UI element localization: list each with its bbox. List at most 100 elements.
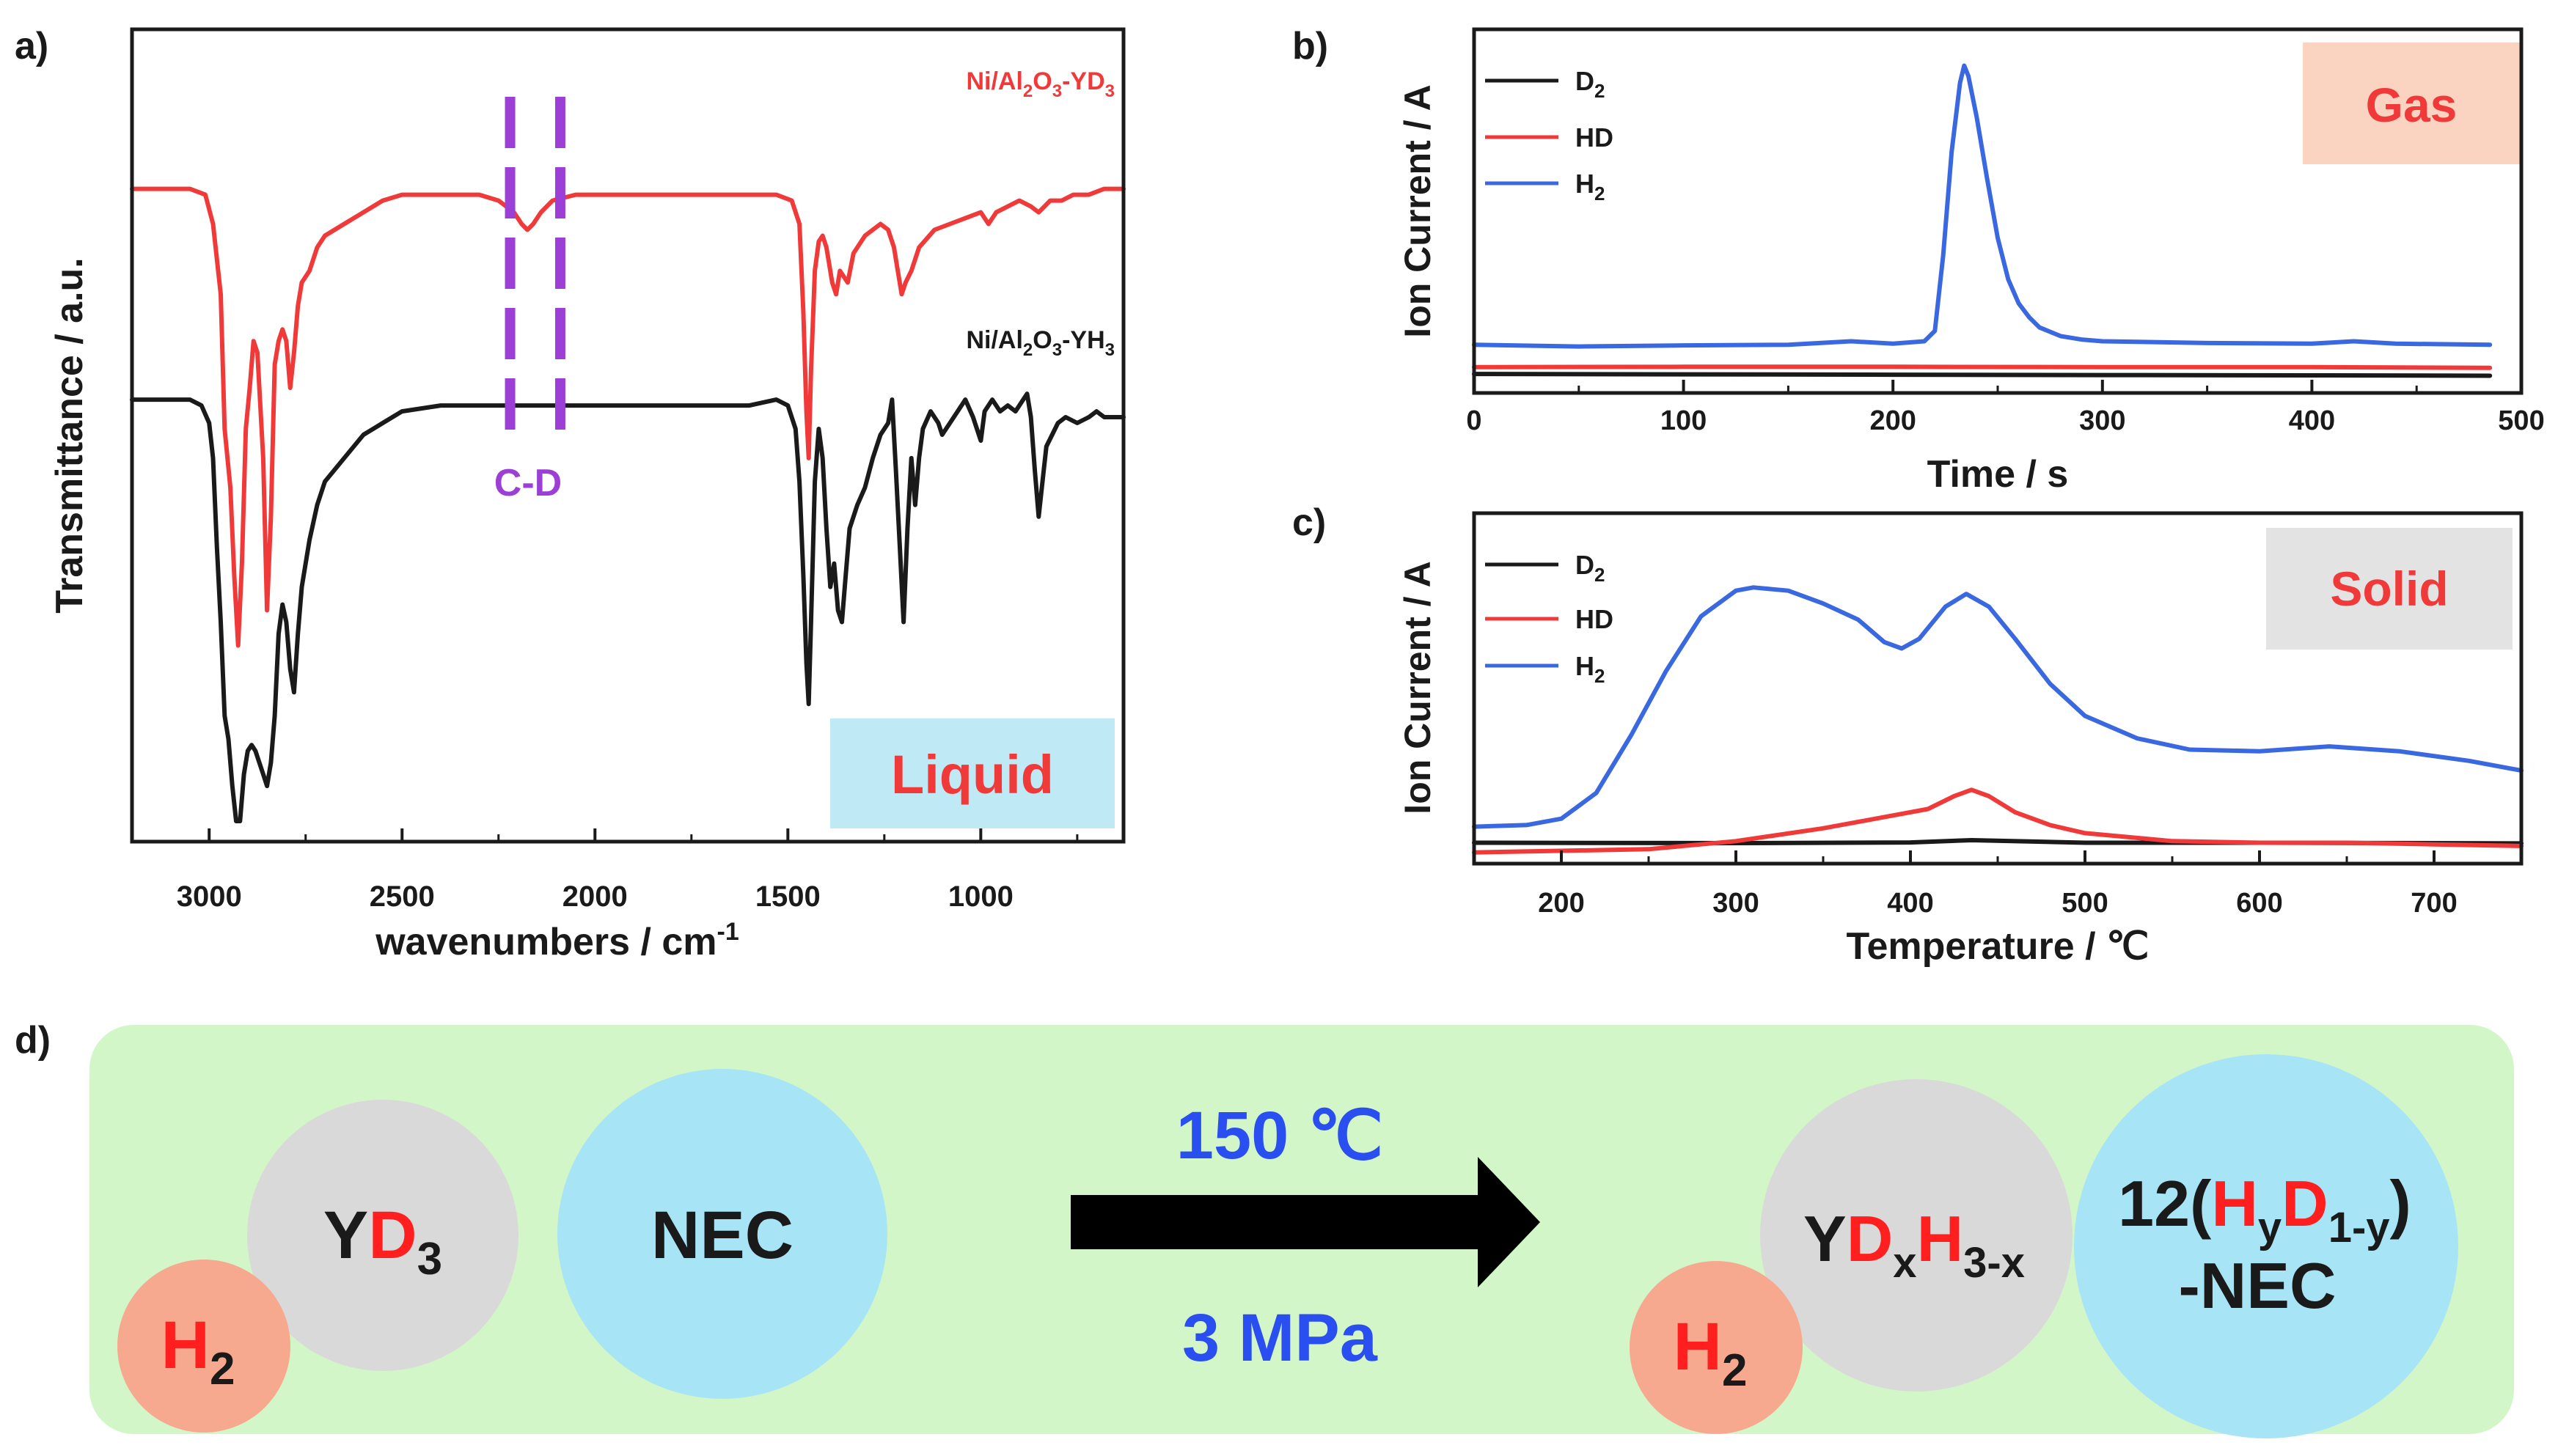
- h2-label-left: H2: [161, 1308, 235, 1394]
- panel-c-series-h2: [1472, 585, 2524, 829]
- panel-a-x-title-text: wavenumbers / cm: [375, 921, 717, 963]
- legend-c-d2-sub: 2: [1594, 564, 1605, 586]
- legend-c-h2-sub: 2: [1594, 665, 1605, 687]
- legend-c-d2-label: D2: [1575, 550, 1605, 586]
- ydxh-x: x: [1893, 1239, 1916, 1287]
- nec-product-h: H: [2211, 1167, 2258, 1240]
- yd3-label-part-1: Ni/Al: [966, 67, 1022, 95]
- panel-d-label: d): [15, 1019, 51, 1062]
- h2-right-base: H: [1674, 1309, 1722, 1384]
- panel-a-liquid-box: [830, 718, 1115, 828]
- legend-b-h2-label: H2: [1575, 169, 1605, 205]
- legend-c-d2-base: D: [1575, 550, 1594, 580]
- nec-product-sub: 1-y: [2328, 1204, 2390, 1251]
- panel-c: c) Solid 200 300 400 500 600 700 Temperature …: [1292, 501, 2524, 968]
- nec-product-d: D: [2282, 1167, 2328, 1240]
- panel-d: d) YD3 NEC H2 150 ℃ 3 MPa YDxH3-x 12(HyD…: [15, 1019, 2514, 1438]
- yd3-sub: 3: [417, 1234, 442, 1284]
- panel-b-x-axis: 0 100 200 300 400 500: [1466, 380, 2545, 436]
- yh3-label-part-3: -YH: [1062, 326, 1105, 354]
- ydxh-d: D: [1847, 1202, 1894, 1275]
- panel-a-tick-label-1500: 1500: [755, 880, 821, 913]
- yh3-label-sub-2: 3: [1052, 340, 1062, 360]
- ydxh-h: H: [1917, 1202, 1964, 1275]
- c-d-label: C-D: [494, 462, 562, 504]
- yh3-label-part-1: Ni/Al: [966, 326, 1022, 354]
- panel-b-x-title: Time / s: [1927, 453, 2069, 496]
- yh3-label-sub-3: 3: [1105, 340, 1115, 360]
- panel-c-x-axis: 200 300 400 500 600 700: [1473, 850, 2523, 919]
- panel-a-x-axis: 3000 2500 2000 1500 1000: [177, 828, 1079, 913]
- panel-b-plot: [1472, 63, 2493, 378]
- legend-b-h2-sub: 2: [1594, 183, 1605, 205]
- panel-a-liquid-label: Liquid: [891, 744, 1054, 805]
- h2-circle-right: [1630, 1261, 1803, 1434]
- legend-c-h2-label: H2: [1575, 651, 1605, 687]
- h2-label-right: H2: [1674, 1309, 1748, 1396]
- yd3-label-sub-2: 3: [1052, 81, 1062, 101]
- panel-c-series-hd: [1472, 787, 2524, 855]
- panel-c-tick-label-600: 600: [2236, 888, 2282, 919]
- panel-c-tick-label-500: 500: [2062, 888, 2108, 919]
- panel-a-tick-label-2000: 2000: [562, 880, 628, 913]
- panel-b-label: b): [1292, 25, 1328, 67]
- legend-b-d2-sub: 2: [1594, 80, 1605, 102]
- legend-c-hd-label: HD: [1575, 604, 1613, 634]
- nec-product-label-line2: -NEC: [2178, 1249, 2336, 1322]
- ydxh-y: Y: [1803, 1202, 1847, 1275]
- yd3-label-sub-1: 2: [1023, 81, 1033, 101]
- panel-c-solid-label: Solid: [2330, 562, 2448, 616]
- reaction-arrow: [1071, 1157, 1540, 1287]
- nec-product-pre: 12(: [2118, 1167, 2212, 1240]
- panel-b-tick-label-0: 0: [1466, 405, 1481, 436]
- yd3-d: D: [368, 1198, 417, 1273]
- legend-b-h2-base: H: [1575, 169, 1594, 199]
- yh3-label-sub-1: 2: [1023, 340, 1033, 360]
- panel-b-tick-label-300: 300: [2079, 405, 2125, 436]
- nec-product-y: y: [2258, 1204, 2282, 1251]
- panel-b-tick-label-200: 200: [1869, 405, 1916, 436]
- nec-product-circle: [2074, 1054, 2458, 1438]
- h2-left-base: H: [161, 1308, 210, 1383]
- panel-a-series-ni-al2o3-yd3: [130, 186, 1126, 648]
- panel-c-plot: [1472, 585, 2524, 855]
- nec-circle: [557, 1069, 887, 1399]
- series-label-ni-al2o3-yh3: Ni/Al2O3-YH3: [966, 326, 1115, 360]
- panel-b: b) Gas 0 100 200 300 400 500 Time / s Ion Cur…: [1292, 25, 2545, 496]
- panel-b-gas-label: Gas: [2366, 78, 2458, 132]
- yd3-circle: [247, 1100, 518, 1371]
- panel-b-series-h2: [1472, 63, 2493, 349]
- panel-c-solid-box: [2266, 528, 2513, 650]
- nec-product-post: ): [2390, 1167, 2411, 1240]
- panel-a-tick-label-2500: 2500: [370, 880, 435, 913]
- h2-right-sub: 2: [1722, 1345, 1747, 1396]
- yd3-y: Y: [323, 1198, 368, 1273]
- panel-b-tick-label-400: 400: [2289, 405, 2335, 436]
- panel-b-tick-label-500: 500: [2498, 405, 2544, 436]
- panel-b-tick-label-100: 100: [1660, 405, 1707, 436]
- panel-a-frame: [130, 27, 1126, 844]
- panel-c-legend: D2 HD H2: [1485, 550, 1613, 687]
- ydxh-circle: [1760, 1079, 2073, 1391]
- yd3-label-sub-3: 3: [1105, 81, 1115, 101]
- h2-circle-left: [117, 1260, 290, 1433]
- panel-b-gas-box: [2303, 43, 2520, 164]
- panel-a-tick-label-1000: 1000: [948, 880, 1014, 913]
- panel-c-tick-label-200: 200: [1538, 888, 1584, 919]
- legend-c-h2-base: H: [1575, 651, 1594, 681]
- panel-a-label: a): [15, 25, 48, 67]
- yd3-label-part-2: O: [1033, 67, 1052, 95]
- panel-c-tick-label-300: 300: [1712, 888, 1759, 919]
- panel-a-plot: [130, 186, 1126, 823]
- panel-c-x-title: Temperature / ℃: [1847, 925, 2150, 968]
- panel-a-x-title-sup: -1: [717, 918, 739, 946]
- panel-b-y-title: Ion Current / A: [1397, 84, 1438, 337]
- panel-a-series-ni-al2o3-yh3: [130, 391, 1126, 823]
- legend-b-d2-base: D: [1575, 66, 1594, 96]
- nec-label: NEC: [651, 1198, 794, 1273]
- yd3-label-part-3: -YD: [1062, 67, 1105, 95]
- panel-b-series-d2: [1472, 372, 2493, 378]
- panel-a-x-title: wavenumbers / cm-1: [375, 918, 739, 963]
- condition-pressure: 3 MPa: [1182, 1301, 1378, 1375]
